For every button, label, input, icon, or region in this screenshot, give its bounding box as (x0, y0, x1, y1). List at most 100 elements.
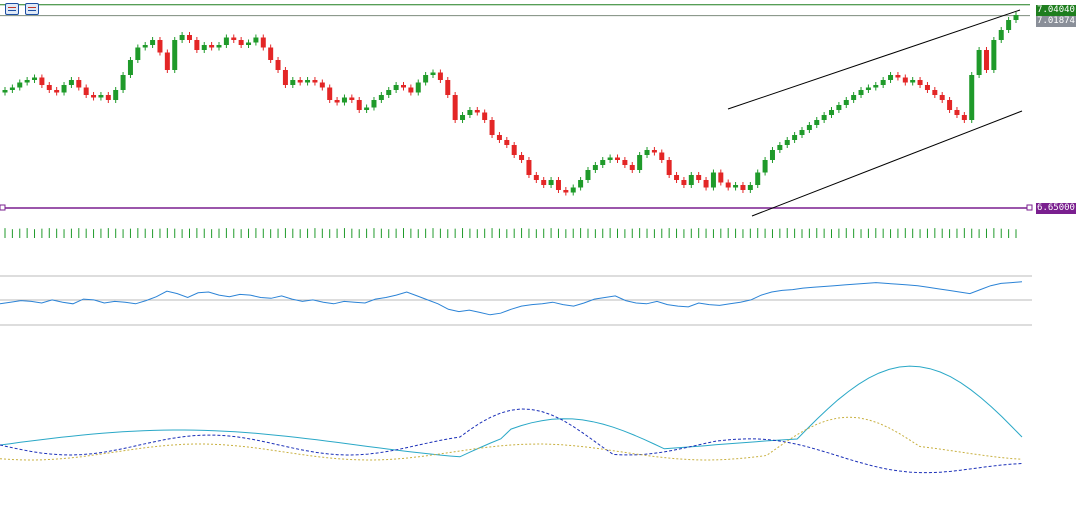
candle-body (777, 145, 783, 150)
candle-body (836, 105, 842, 110)
indicator-yellow-dashed-line (0, 416, 1023, 461)
candle-body (585, 170, 591, 180)
candle-body (39, 77, 45, 85)
candle-body (430, 72, 436, 75)
candle-body (9, 87, 15, 90)
candle-body (98, 95, 104, 98)
candle-body (305, 80, 311, 83)
candle-body (710, 172, 716, 188)
candle-body (615, 157, 621, 160)
candle-body (238, 40, 244, 45)
candle-body (231, 37, 237, 40)
candle-body (555, 180, 561, 190)
candle-body (607, 157, 613, 160)
candle-body (939, 95, 945, 100)
candle-body (814, 120, 820, 125)
candle-body (784, 140, 790, 145)
candle-body (105, 95, 111, 100)
candle-body (437, 72, 443, 80)
candle-body (1006, 20, 1012, 30)
candle-body (519, 155, 525, 160)
candle-body (496, 135, 502, 140)
candle-body (703, 180, 709, 188)
candle-body (858, 90, 864, 95)
candle-body (511, 145, 517, 155)
candle-body (2, 90, 8, 93)
candle-body (799, 130, 805, 135)
candle-body (275, 60, 281, 70)
candle-body (969, 75, 975, 120)
candle-body (637, 155, 643, 170)
candle-body (172, 40, 178, 70)
candle-body (415, 82, 421, 93)
candle-body (157, 40, 163, 53)
candle-body (282, 70, 288, 85)
candle-body (290, 80, 296, 85)
support-price-label: 6.65000 (1036, 203, 1076, 214)
candle-body (68, 80, 74, 85)
candle-body (142, 45, 148, 48)
candle-body (873, 85, 879, 88)
candle-body (792, 135, 798, 140)
candle-body (216, 45, 222, 48)
indicator-solid-line (0, 365, 1023, 458)
candle-body (725, 182, 731, 188)
candle-body (688, 175, 694, 185)
high-line-price-label: 7.04040 (1036, 5, 1076, 16)
candle-body (592, 165, 598, 170)
candle-body (865, 87, 871, 90)
candle-body (629, 165, 635, 170)
candle-body (482, 112, 488, 120)
candle-body (312, 80, 318, 83)
candle-body (644, 150, 650, 155)
candle-body (954, 110, 960, 115)
candle-body (297, 80, 303, 83)
candle-body (334, 100, 340, 103)
candle-body (393, 85, 399, 90)
rsi-line (0, 281, 1023, 316)
candle-body (452, 95, 458, 120)
candle-body (113, 90, 119, 100)
candle-body (666, 160, 672, 175)
candle-body (769, 150, 775, 160)
list-icon[interactable] (5, 3, 19, 15)
candle-body (76, 80, 82, 88)
candle-body (400, 85, 406, 88)
candle-body (489, 120, 495, 135)
candle-body (186, 35, 192, 40)
candle-body (127, 60, 133, 75)
candle-body (947, 100, 953, 110)
candle-body (1013, 15, 1019, 20)
candle-body (674, 175, 680, 180)
candle-body (932, 90, 938, 95)
candle-body (120, 75, 126, 90)
candle-body (83, 87, 89, 95)
candle-body (378, 95, 384, 100)
candle-body (209, 45, 215, 48)
candle-body (998, 30, 1004, 40)
candle-body (526, 160, 532, 175)
candle-body (563, 190, 569, 193)
candle-body (541, 180, 547, 185)
candle-body (681, 180, 687, 185)
candle-body (150, 40, 156, 45)
candle-body (976, 50, 982, 75)
candle-body (201, 45, 207, 50)
candle-body (386, 90, 392, 95)
candle-body (349, 97, 355, 100)
candle-body (423, 75, 429, 83)
candle-body (194, 40, 200, 50)
channel-upper-line (727, 9, 1021, 110)
candle-body (61, 85, 67, 93)
candle-body (747, 185, 753, 190)
candle-body (651, 150, 657, 153)
candle-body (991, 40, 997, 70)
support-handle-left (0, 204, 6, 211)
candle-body (504, 140, 510, 145)
candle-body (408, 87, 414, 93)
candle-body (762, 160, 768, 173)
layout-icon[interactable] (25, 3, 39, 15)
candle-body (24, 80, 30, 83)
candle-body (910, 80, 916, 83)
